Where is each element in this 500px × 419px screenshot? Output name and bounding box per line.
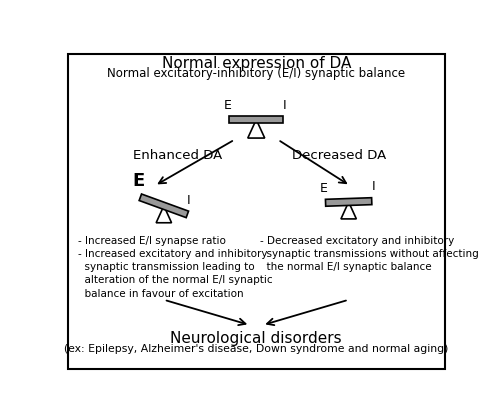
Text: E: E xyxy=(132,171,145,189)
Text: E: E xyxy=(320,182,328,195)
Text: I: I xyxy=(187,194,190,207)
Text: E: E xyxy=(224,99,232,112)
Text: I: I xyxy=(372,181,375,194)
Polygon shape xyxy=(139,194,188,217)
Text: Enhanced DA: Enhanced DA xyxy=(133,149,222,162)
Polygon shape xyxy=(230,116,283,124)
Text: Decreased DA: Decreased DA xyxy=(292,149,386,162)
Text: - Increased E/I synapse ratio
- Increased excitatory and inhibitory
  synaptic t: - Increased E/I synapse ratio - Increase… xyxy=(78,236,272,299)
Polygon shape xyxy=(326,198,372,206)
Text: Neurological disorders: Neurological disorders xyxy=(170,331,342,346)
Text: Normal expression of DA: Normal expression of DA xyxy=(162,56,351,71)
Text: I: I xyxy=(283,99,286,112)
Polygon shape xyxy=(156,206,172,223)
Text: (ex: Epilepsy, Alzheimer's disease, Down syndrome and normal aging): (ex: Epilepsy, Alzheimer's disease, Down… xyxy=(64,344,448,354)
Text: Normal excitatory-inhibitory (E/I) synaptic balance: Normal excitatory-inhibitory (E/I) synap… xyxy=(107,67,406,80)
Polygon shape xyxy=(341,202,356,219)
Polygon shape xyxy=(248,119,264,138)
Text: - Decreased excitatory and inhibitory
  synaptic transmissions without affecting: - Decreased excitatory and inhibitory sy… xyxy=(260,236,479,272)
FancyBboxPatch shape xyxy=(68,54,445,369)
